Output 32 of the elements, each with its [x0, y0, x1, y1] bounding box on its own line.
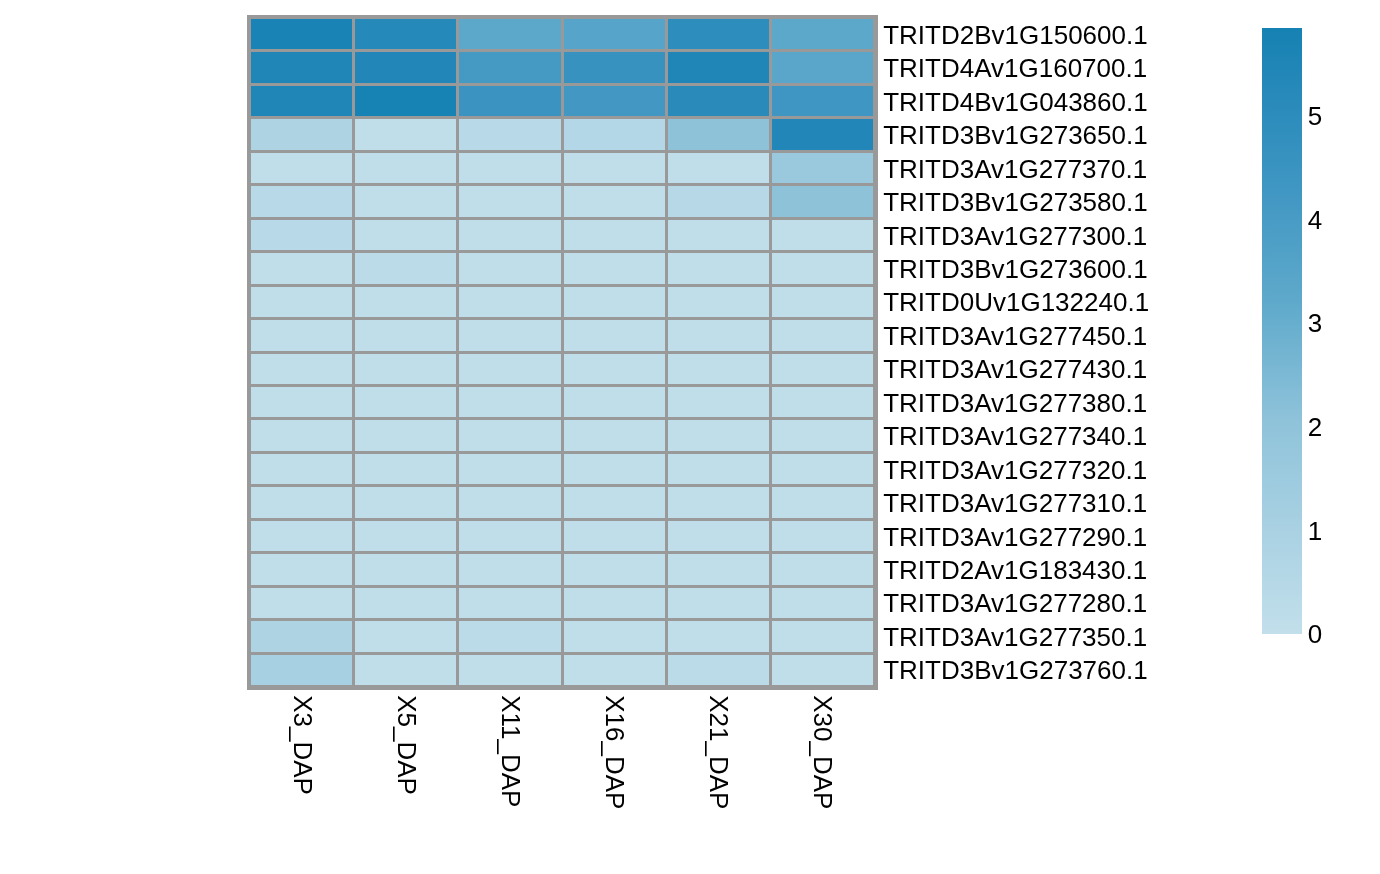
y-tick-label: TRITD3Bv1G273600.1 [883, 253, 1148, 284]
y-tick-label: TRITD3Av1G277300.1 [883, 220, 1148, 251]
y-tick-label: TRITD4Bv1G043860.1 [883, 86, 1148, 117]
y-tick-label: TRITD3Av1G277450.1 [883, 320, 1148, 351]
y-tick-label: TRITD3Av1G277370.1 [883, 153, 1148, 184]
y-tick-label: TRITD3Av1G277320.1 [883, 454, 1148, 485]
x-tick-label: X5_DAP [391, 695, 422, 795]
y-tick-label: TRITD3Av1G277310.1 [883, 488, 1148, 519]
y-tick-label: TRITD3Av1G277280.1 [883, 588, 1148, 619]
y-tick-label: TRITD3Bv1G273650.1 [883, 120, 1148, 151]
y-tick-label: TRITD0Uv1G132240.1 [883, 287, 1150, 318]
x-tick-label: X16_DAP [600, 695, 631, 810]
x-tick-label: X30_DAP [808, 695, 839, 810]
x-tick-label: X21_DAP [704, 695, 735, 810]
y-tick-label: TRITD2Bv1G150600.1 [883, 19, 1148, 50]
color-bar-label: 4 [1307, 204, 1323, 235]
color-bar-label: 1 [1307, 515, 1323, 546]
y-tick-label: TRITD3Av1G277340.1 [883, 421, 1148, 452]
x-tick-label: X11_DAP [495, 695, 526, 808]
color-bar-label: 3 [1307, 308, 1323, 339]
y-tick-label: TRITD3Bv1G273760.1 [883, 655, 1148, 686]
y-tick-label: TRITD3Av1G277350.1 [883, 621, 1148, 652]
y-tick-label: TRITD3Av1G277380.1 [883, 387, 1148, 418]
y-tick-label: TRITD2Av1G183430.1 [883, 555, 1148, 586]
y-tick-label: TRITD3Av1G277290.1 [883, 521, 1148, 552]
y-tick-label: TRITD4Av1G160700.1 [883, 53, 1148, 84]
color-bar-label: 0 [1307, 619, 1323, 650]
color-bar-label: 2 [1307, 411, 1323, 442]
y-tick-label: TRITD3Bv1G273580.1 [883, 187, 1148, 218]
color-bar-label: 5 [1307, 101, 1323, 132]
y-tick-label: TRITD3Av1G277430.1 [883, 354, 1148, 385]
x-tick-label: X3_DAP [287, 695, 318, 795]
